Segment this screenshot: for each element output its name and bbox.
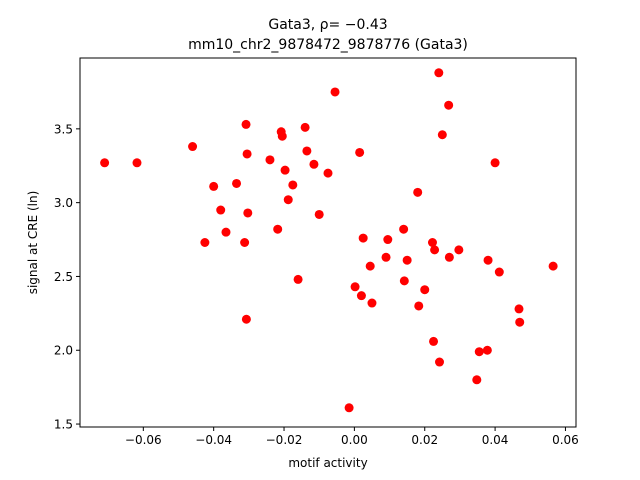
data-point (243, 208, 253, 218)
data-point (240, 238, 250, 247)
data-point (265, 155, 275, 165)
x-tick-label: 0.06 (552, 433, 579, 447)
x-tick-label: −0.06 (125, 433, 162, 447)
chart-title: Gata3, ρ= −0.43 (268, 17, 387, 33)
y-axis-label: signal at CRE (ln) (26, 191, 40, 295)
data-point (277, 131, 287, 141)
y-tick-label: 3.5 (54, 122, 73, 136)
data-point (283, 195, 293, 205)
x-tick-label: −0.04 (195, 433, 232, 447)
data-point (365, 261, 375, 271)
data-point (434, 68, 444, 78)
data-point (132, 158, 142, 168)
data-point (288, 180, 298, 190)
data-point (383, 235, 393, 245)
data-point (241, 314, 251, 324)
data-point (200, 238, 210, 247)
data-point (420, 285, 430, 295)
data-point (435, 357, 445, 367)
data-point (515, 317, 525, 327)
data-point (444, 100, 454, 110)
data-point (100, 158, 110, 168)
data-point (350, 282, 360, 292)
data-point (330, 87, 340, 97)
data-point (413, 187, 423, 197)
data-point (444, 252, 454, 262)
data-point (293, 274, 303, 284)
data-point (414, 301, 424, 311)
data-point (429, 336, 439, 346)
x-tick-label: 0.04 (482, 433, 509, 447)
data-point (280, 165, 290, 175)
data-point (309, 159, 319, 169)
data-point (474, 347, 484, 357)
y-tick-label: 2.0 (54, 344, 73, 358)
data-point (355, 147, 365, 157)
data-point (367, 298, 377, 308)
data-point (221, 227, 231, 237)
data-point (490, 158, 500, 168)
chart-subtitle: mm10_chr2_9878472_9878776 (Gata3) (188, 37, 468, 53)
y-tick-label: 2.5 (54, 270, 73, 284)
data-point (344, 403, 354, 413)
data-point (548, 261, 558, 271)
data-point (402, 255, 412, 265)
data-point (216, 205, 226, 215)
data-point (472, 375, 482, 385)
data-point (314, 209, 324, 219)
data-point (302, 146, 312, 156)
data-point (273, 224, 283, 234)
data-point (482, 345, 492, 355)
data-point (358, 233, 368, 243)
x-axis-label: motif activity (288, 456, 367, 470)
data-point (399, 224, 409, 234)
plot-area-frame (79, 57, 577, 428)
y-tick-label: 3.0 (54, 196, 73, 210)
data-point (430, 245, 440, 255)
data-point (399, 276, 409, 286)
data-point (427, 238, 437, 247)
data-point (454, 245, 464, 255)
data-point (323, 168, 333, 178)
data-point (437, 130, 447, 140)
data-point (483, 255, 493, 265)
data-point (232, 178, 242, 188)
data-point (242, 149, 252, 159)
data-point (514, 304, 524, 314)
y-tick-label: 1.5 (54, 418, 73, 432)
x-tick-label: 0.00 (341, 433, 368, 447)
data-point (209, 181, 219, 191)
x-tick-label: −0.02 (266, 433, 303, 447)
data-point (300, 122, 310, 132)
data-point (494, 267, 504, 277)
data-point (188, 142, 198, 152)
data-point (381, 252, 391, 262)
x-axis-ticks: −0.06 −0.04 −0.02 0.00 0.02 0.04 0.06 (125, 427, 579, 447)
x-tick-label: 0.02 (411, 433, 438, 447)
data-point (241, 119, 251, 129)
data-point (356, 291, 366, 301)
y-axis-ticks: 1.5 2.0 2.5 3.0 3.5 (54, 122, 80, 432)
data-points (100, 68, 558, 413)
